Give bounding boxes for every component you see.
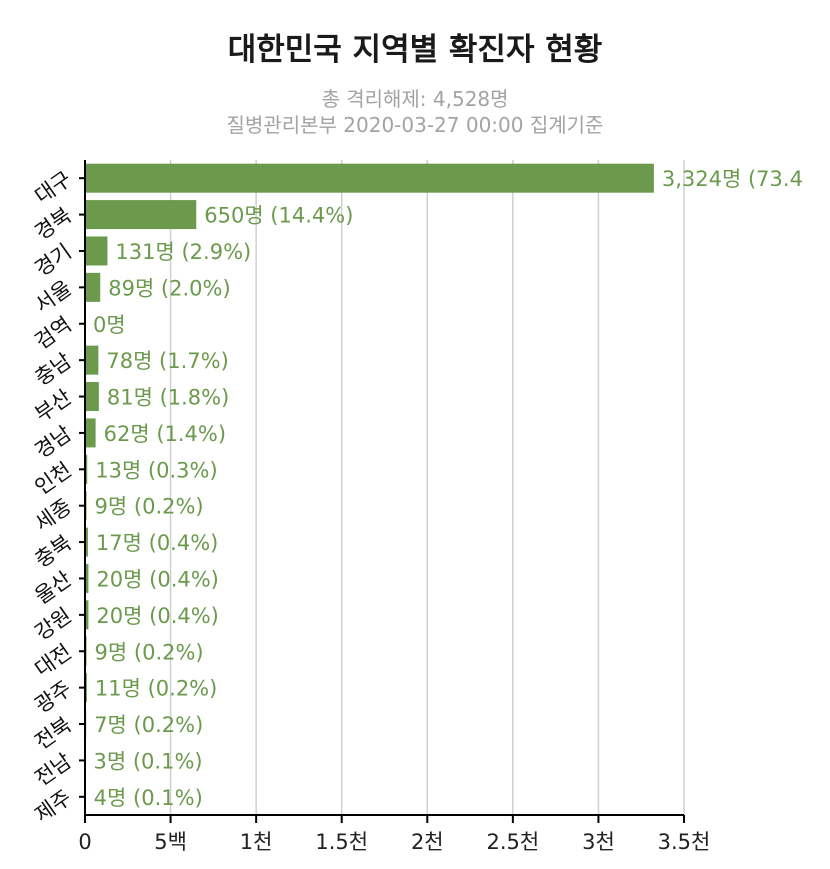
y-category-label: 전북: [30, 712, 75, 754]
y-category-label: 강원: [30, 603, 75, 645]
y-category-label: 충남: [30, 349, 75, 391]
chart-subtitle-line-1: 총 격리해제: 4,528명: [321, 87, 508, 111]
y-category-label: 검역: [30, 312, 75, 354]
data-label: 20명 (0.4%): [96, 567, 218, 591]
data-label: 62명 (1.4%): [104, 422, 226, 446]
data-label: 650명 (14.4%): [204, 204, 353, 228]
bar-8: [85, 418, 96, 448]
data-label: 17명 (0.4%): [96, 531, 218, 555]
data-label: 3,324명 (73.4: [662, 167, 803, 191]
bar-7: [85, 382, 99, 412]
bar-11: [85, 527, 88, 557]
data-label: 11명 (0.2%): [95, 677, 217, 701]
data-label: 131명 (2.9%): [115, 240, 251, 264]
x-tick-label: 2천: [411, 830, 444, 854]
x-tick-label: 5백: [154, 830, 187, 854]
y-category-label: 세종: [30, 494, 75, 536]
data-label: 9명 (0.2%): [95, 495, 204, 519]
data-label: 0명: [93, 313, 126, 337]
y-category-label: 경남: [30, 421, 75, 463]
x-tick-label: 3천: [582, 830, 615, 854]
bar-2: [85, 200, 197, 230]
data-label: 20명 (0.4%): [96, 604, 218, 628]
y-category-label: 충북: [30, 531, 75, 573]
y-category-label: 경기: [30, 239, 75, 281]
chart-subtitle-line-2: 질병관리본부 2020-03-27 00:00 집계기준: [227, 113, 604, 137]
data-label: 9명 (0.2%): [95, 640, 204, 664]
x-tick-label: 1천: [240, 830, 273, 854]
bar-1: [85, 163, 654, 193]
data-label: 4명 (0.1%): [94, 786, 203, 810]
y-category-label: 제주: [30, 785, 75, 827]
x-tick-label: 2.5천: [486, 830, 539, 854]
gridlines: [169, 160, 685, 815]
y-category-label: 인천: [30, 458, 75, 500]
y-category-label: 경북: [30, 203, 75, 245]
bar-13: [85, 600, 89, 630]
x-tick-label: 1.5천: [315, 830, 368, 854]
data-label: 13명 (0.3%): [95, 458, 217, 482]
x-tick-label: 3.5천: [658, 830, 711, 854]
data-label: 7명 (0.2%): [94, 713, 203, 737]
y-category-label: 대구: [30, 167, 75, 209]
bar-9: [85, 454, 88, 484]
x-tick-label: 0: [78, 830, 91, 854]
bars: 3,324명 (73.4 650명 (14.4%) 131명 (2.9%) 89명 (…: [85, 163, 803, 812]
data-label: 3명 (0.1%): [94, 749, 203, 773]
data-label: 89명 (2.0%): [108, 276, 230, 300]
bar-3: [85, 236, 108, 266]
bar-12: [85, 563, 89, 593]
bar-6: [85, 345, 99, 375]
data-label: 81명 (1.8%): [107, 386, 229, 410]
bar-4: [85, 272, 101, 302]
y-category-label: 서울: [30, 276, 75, 318]
y-category-label: 울산: [30, 567, 75, 609]
y-category-label: 광주: [30, 676, 75, 718]
y-category-label: 대전: [30, 640, 75, 682]
data-label: 78명 (1.7%): [106, 349, 228, 373]
y-category-label: 부산: [30, 385, 75, 427]
chart-title: 대한민국 지역별 확진자 현황: [228, 32, 603, 68]
y-category-label: 전남: [30, 749, 75, 791]
